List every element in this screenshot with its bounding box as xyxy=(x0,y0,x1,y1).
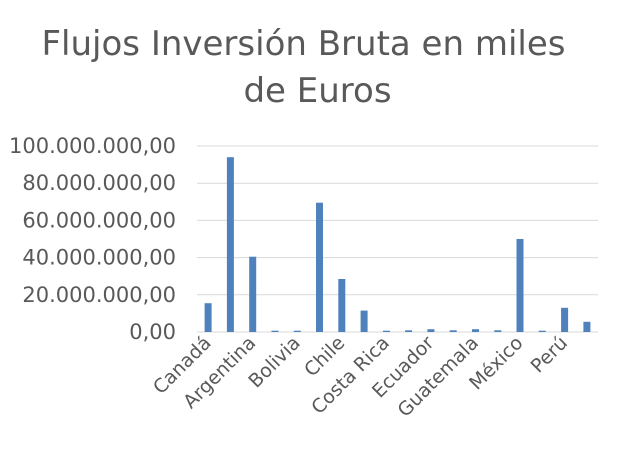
bar xyxy=(271,330,279,332)
bar xyxy=(316,202,323,332)
bar xyxy=(405,330,413,332)
bar xyxy=(561,307,569,332)
bar xyxy=(516,239,524,332)
y-tick-label: 60.000.000,00 xyxy=(22,208,176,232)
chart-title-line-1: Flujos Inversión Bruta en miles xyxy=(41,24,566,64)
bar xyxy=(382,330,390,332)
x-tick-label: Perú xyxy=(527,332,572,377)
bar xyxy=(249,256,257,332)
bar xyxy=(427,329,435,332)
bar xyxy=(204,303,212,332)
chart-title-line-2: de Euros xyxy=(243,71,392,111)
bar xyxy=(494,330,502,332)
y-tick-label: 40.000.000,00 xyxy=(22,246,176,270)
y-tick-label: 0,00 xyxy=(129,320,176,344)
y-tick-label: 20.000.000,00 xyxy=(22,283,176,307)
bar xyxy=(360,310,368,332)
bar xyxy=(583,321,591,332)
y-tick-label: 100.000.000,00 xyxy=(9,134,176,158)
bar xyxy=(472,329,479,332)
bar xyxy=(538,330,546,332)
bar xyxy=(338,279,346,332)
y-tick-label: 80.000.000,00 xyxy=(22,171,176,195)
bar xyxy=(226,157,234,332)
bar xyxy=(293,330,301,332)
bar xyxy=(449,330,457,332)
